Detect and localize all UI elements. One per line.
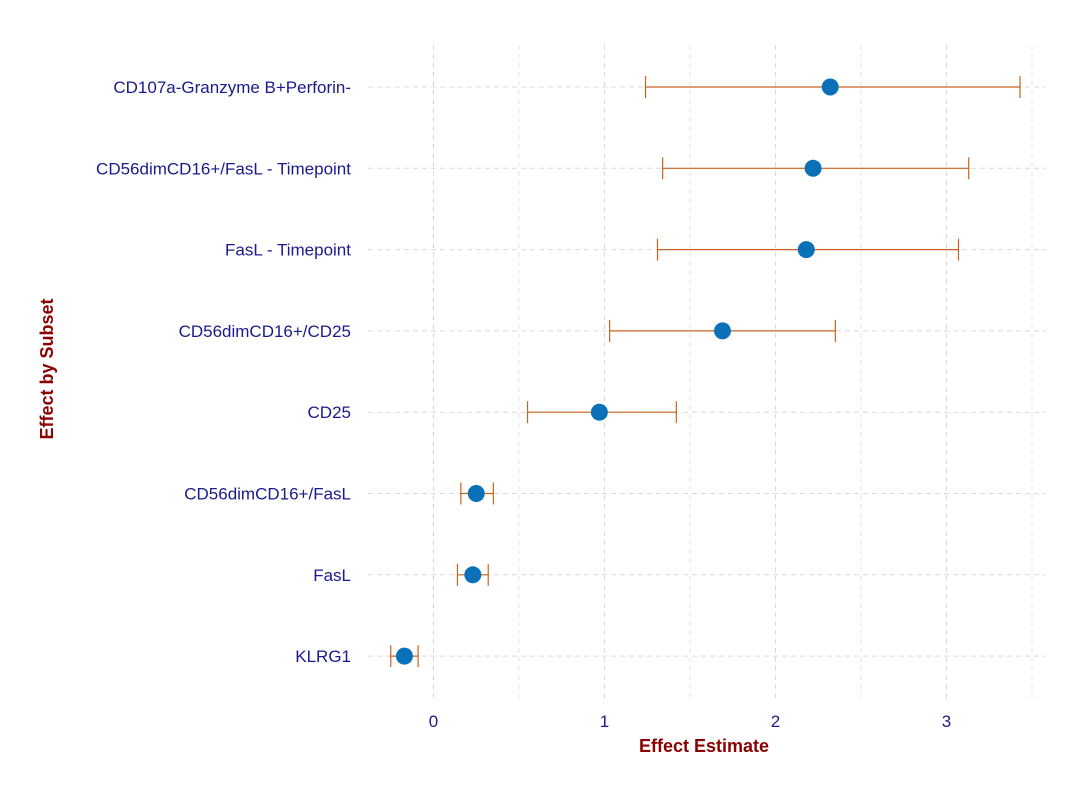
point-estimate (590, 403, 608, 421)
category-label: KLRG1 (295, 647, 351, 666)
category-label: CD107a-Granzyme B+Perforin- (113, 78, 351, 97)
category-label: CD25 (308, 403, 351, 422)
point-estimate (395, 647, 413, 665)
error-bars (390, 76, 1021, 668)
x-tick-label: 1 (600, 712, 609, 731)
x-tick-label: 0 (429, 712, 438, 731)
x-tick-label: 2 (771, 712, 780, 731)
grid-lines (368, 45, 1046, 700)
category-labels: CD107a-Granzyme B+Perforin- CD56dimCD16+/… (96, 78, 351, 666)
point-estimate (804, 159, 822, 177)
point-estimates (395, 78, 839, 665)
point-estimate (797, 241, 815, 259)
point-estimate (713, 322, 731, 340)
x-tick-labels: 0 1 2 3 (429, 712, 951, 731)
x-tick-label: 3 (942, 712, 951, 731)
category-label: FasL - Timepoint (225, 241, 351, 260)
category-label: CD56dimCD16+/FasL (184, 485, 351, 504)
y-axis-title: Effect by Subset (37, 298, 57, 439)
category-label: FasL (313, 566, 351, 585)
category-label: CD56dimCD16+/FasL - Timepoint (96, 159, 351, 178)
point-estimate (467, 485, 485, 502)
point-estimate (464, 566, 482, 584)
x-axis-title: Effect Estimate (639, 736, 769, 756)
category-label: CD56dimCD16+/CD25 (179, 322, 351, 341)
point-estimate (821, 78, 839, 96)
